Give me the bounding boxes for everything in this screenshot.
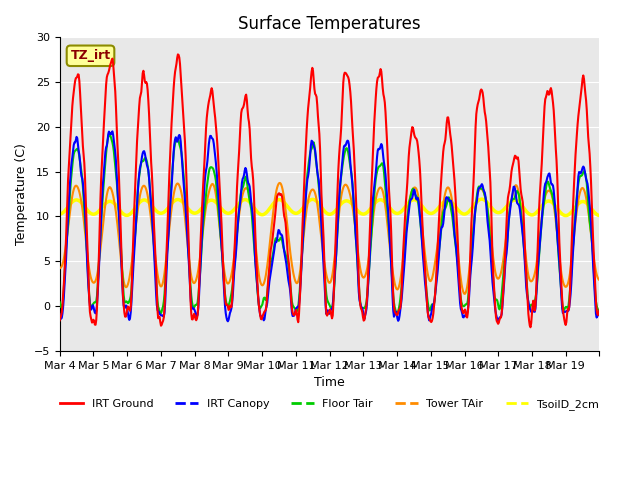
IRT Canopy <box>219 264 227 270</box>
Floor Tair <box>393 311 401 316</box>
IRT Ground <box>266 254 274 260</box>
Tower TAir <box>266 245 273 251</box>
TsoilD_2cm <box>596 213 604 218</box>
X-axis label: Time: Time <box>314 376 345 389</box>
IRT Canopy <box>120 303 127 309</box>
IRT Ground <box>219 258 227 264</box>
TsoilD_2cm <box>266 206 273 212</box>
TsoilD_2cm <box>478 196 486 202</box>
Floor Tair <box>56 299 63 305</box>
Tower TAir <box>386 244 394 250</box>
Line: IRT Ground: IRT Ground <box>60 54 600 327</box>
Line: Floor Tair: Floor Tair <box>60 135 600 313</box>
Tower TAir <box>245 190 253 196</box>
Tower TAir <box>56 265 63 271</box>
Floor Tair <box>266 263 274 268</box>
IRT Canopy <box>416 215 424 220</box>
TsoilD_2cm <box>218 207 226 213</box>
Tower TAir <box>461 291 468 297</box>
Floor Tair <box>417 223 424 229</box>
Text: TZ_irt: TZ_irt <box>70 49 111 62</box>
Line: Tower TAir: Tower TAir <box>60 183 600 294</box>
IRT Ground <box>174 51 182 57</box>
Tower TAir <box>218 251 226 257</box>
Title: Surface Temperatures: Surface Temperatures <box>238 15 421 33</box>
IRT Canopy <box>266 274 274 280</box>
Tower TAir <box>276 180 284 186</box>
IRT Canopy <box>109 129 116 134</box>
Floor Tair <box>120 292 127 298</box>
TsoilD_2cm <box>385 204 393 210</box>
TsoilD_2cm <box>245 199 253 204</box>
IRT Canopy <box>386 237 394 243</box>
IRT Canopy <box>56 312 63 317</box>
Legend: IRT Ground, IRT Canopy, Floor Tair, Tower TAir, TsoilD_2cm: IRT Ground, IRT Canopy, Floor Tair, Towe… <box>56 395 603 414</box>
TsoilD_2cm <box>415 200 423 205</box>
TsoilD_2cm <box>119 211 127 216</box>
Y-axis label: Temperature (C): Temperature (C) <box>15 143 28 245</box>
Tower TAir <box>416 205 424 211</box>
IRT Ground <box>386 200 394 206</box>
TsoilD_2cm <box>56 211 63 217</box>
Floor Tair <box>596 309 604 314</box>
IRT Ground <box>56 317 63 323</box>
IRT Canopy <box>596 309 604 314</box>
Floor Tair <box>386 236 394 242</box>
IRT Ground <box>416 167 424 173</box>
IRT Ground <box>596 307 604 313</box>
IRT Canopy <box>246 184 253 190</box>
Floor Tair <box>106 132 113 138</box>
Tower TAir <box>119 274 127 280</box>
IRT Ground <box>119 292 127 298</box>
TsoilD_2cm <box>562 213 570 218</box>
Line: IRT Canopy: IRT Canopy <box>60 132 600 321</box>
Line: TsoilD_2cm: TsoilD_2cm <box>60 199 600 216</box>
Floor Tair <box>246 198 253 204</box>
Tower TAir <box>596 277 604 283</box>
IRT Ground <box>527 324 534 330</box>
IRT Canopy <box>494 318 502 324</box>
Floor Tair <box>219 264 227 270</box>
IRT Ground <box>246 126 253 132</box>
